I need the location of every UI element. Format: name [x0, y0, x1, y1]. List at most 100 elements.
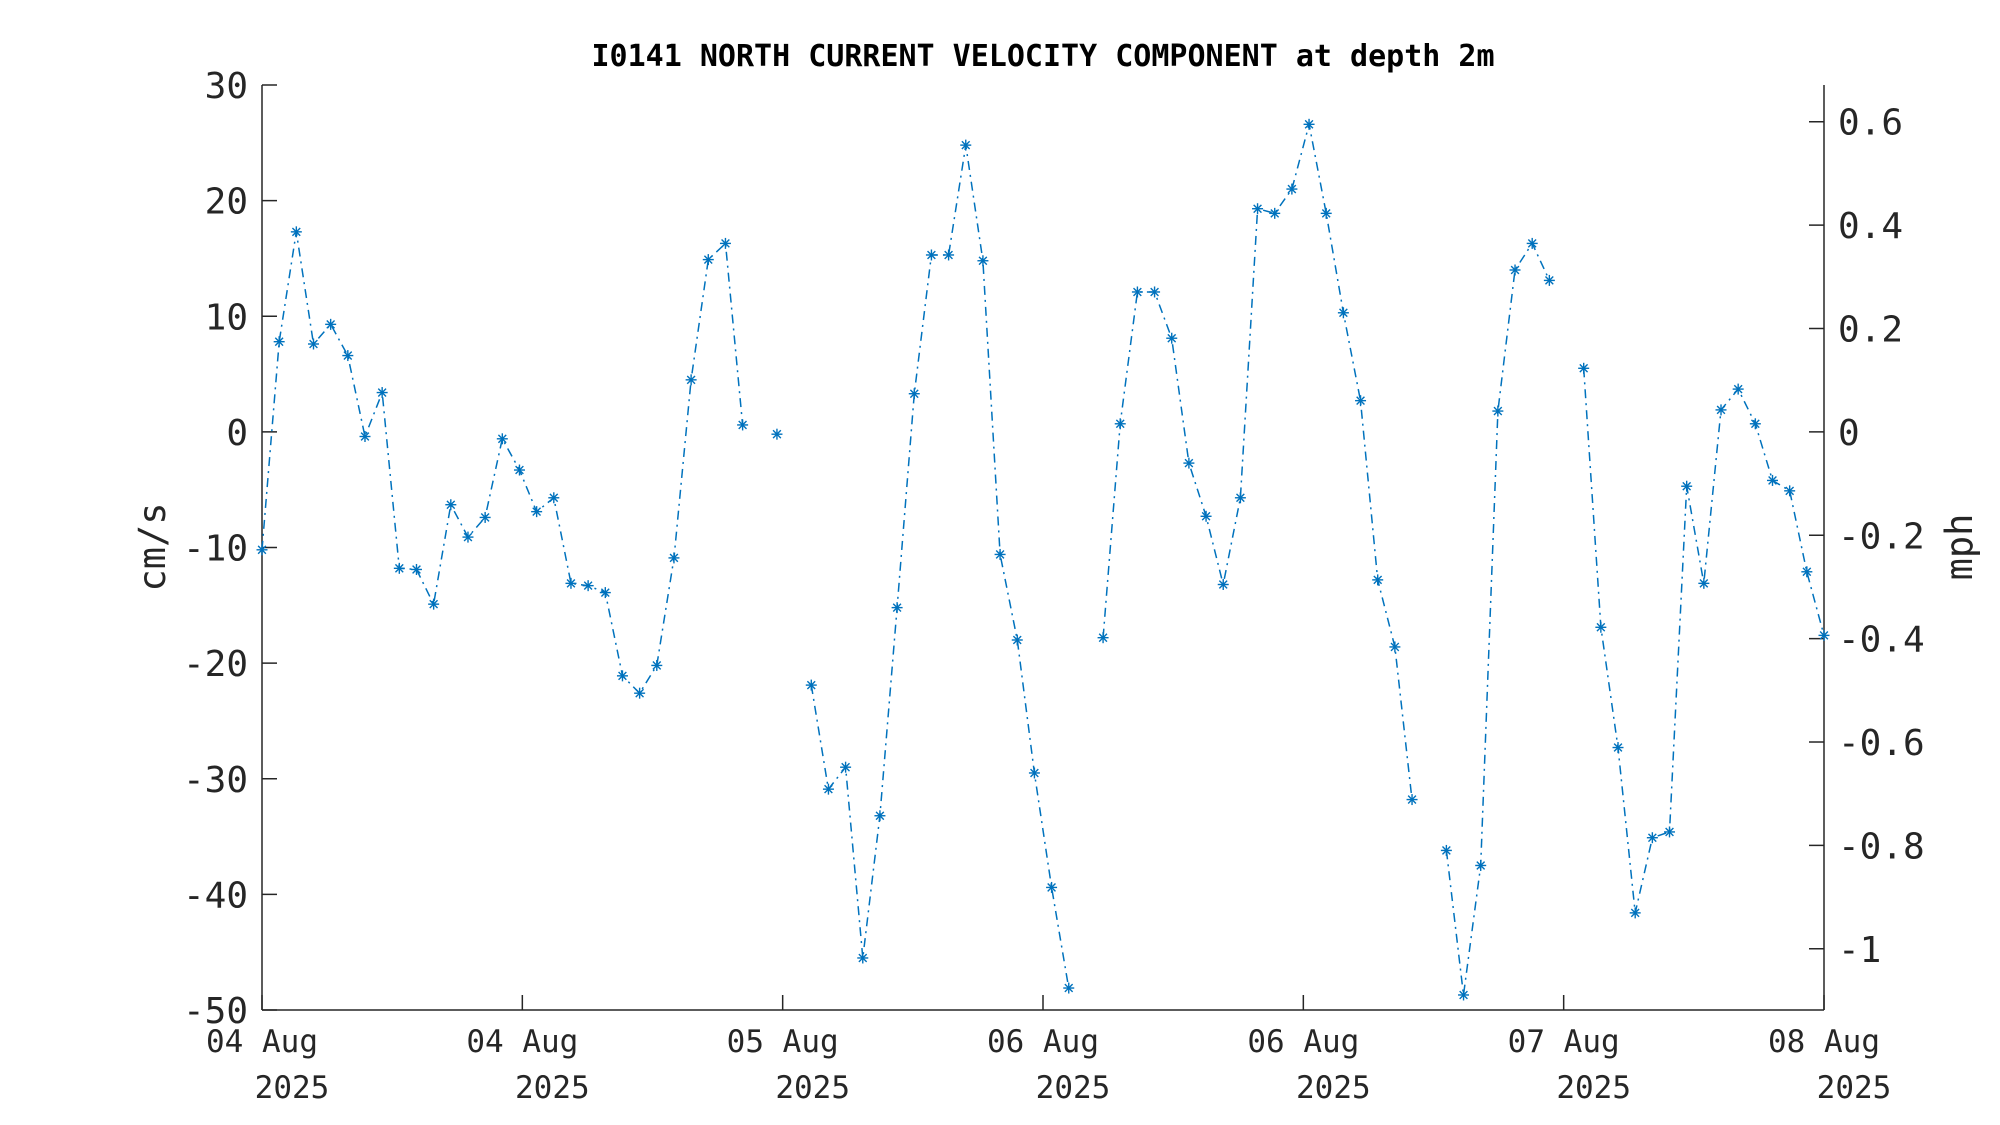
data-point: [1715, 404, 1727, 416]
data-point: [273, 336, 285, 348]
data-point: [702, 254, 714, 266]
data-point: [925, 249, 937, 261]
chart-title: I0141 NORTH CURRENT VELOCITY COMPONENT a…: [591, 39, 1494, 74]
x-ticks: 04 Aug 2025 04 Aug 2025 05 Aug 2025 06 Aug 2025…: [206, 995, 1891, 1106]
data-point: [1440, 844, 1452, 856]
data-point: [1646, 832, 1658, 844]
x-tick-label-year: 2025: [255, 1070, 330, 1106]
y2-tick-label: 0.4: [1838, 206, 1903, 247]
data-point: [891, 602, 903, 614]
y2-tick-label: -0.2: [1838, 516, 1925, 557]
data-point: [410, 563, 422, 575]
data-point: [1303, 118, 1315, 130]
data-point: [599, 587, 611, 599]
y2-axis-label: mph: [1938, 514, 1981, 581]
data-point: [1269, 207, 1281, 219]
x-tick-label-date: 08 Aug: [1768, 1024, 1880, 1060]
y2-tick-label: -0.6: [1838, 723, 1925, 764]
data-point: [616, 670, 628, 682]
data-point: [325, 318, 337, 330]
data-point: [1166, 332, 1178, 344]
data-point: [994, 548, 1006, 560]
data-point: [1732, 383, 1744, 395]
y-tick-label: -40: [183, 875, 248, 916]
data-point: [840, 761, 852, 773]
y2-tick-label: -0.4: [1838, 620, 1925, 661]
x-tick-label-year: 2025: [515, 1070, 590, 1106]
data-point: [1372, 574, 1384, 586]
data-point: [1063, 982, 1075, 994]
data-point: [1629, 907, 1641, 919]
x-tick-label-year: 2025: [775, 1070, 850, 1106]
x-tick-label-date: 04 Aug: [466, 1024, 578, 1060]
x-tick-label-date: 06 Aug: [987, 1024, 1099, 1060]
data-point: [359, 431, 371, 442]
y-ticks: 30 20 10 0 -10 -20 -30 -40 -50: [183, 66, 277, 1032]
data-point: [634, 687, 646, 699]
y2-tick-label: 0.2: [1838, 309, 1903, 350]
data-point: [1801, 566, 1813, 578]
data-point: [1578, 362, 1590, 374]
data-point: [977, 255, 989, 267]
data-point: [342, 350, 354, 362]
data-point: [1784, 485, 1796, 497]
data-point: [719, 237, 731, 249]
x-tick-label-year: 2025: [1817, 1070, 1892, 1106]
axes: [261, 85, 1825, 1011]
data-point: [1046, 881, 1058, 893]
data-point: [1595, 621, 1607, 633]
series-line: [1445, 241, 1551, 996]
data-point: [1183, 457, 1195, 469]
data-point: [548, 492, 560, 504]
y-tick-label: 0: [226, 413, 248, 454]
data-point: [1389, 641, 1401, 653]
data-point: [256, 544, 268, 556]
data-point: [1200, 510, 1212, 522]
data-point: [857, 952, 869, 964]
data-point: [1355, 395, 1367, 407]
y-tick-label: 20: [205, 182, 248, 223]
y-tick-label: 30: [205, 66, 248, 107]
data-point: [565, 577, 577, 589]
data-point: [943, 249, 955, 261]
data-point: [307, 338, 319, 350]
data-point: [1131, 286, 1143, 298]
data-point: [1664, 826, 1676, 838]
y2-tick-label: -1: [1838, 930, 1881, 971]
data-point: [1337, 307, 1349, 319]
y-tick-label: -30: [183, 760, 248, 801]
x-tick-label-year: 2025: [1036, 1070, 1111, 1106]
data-point: [1406, 794, 1418, 806]
data-point: [1612, 742, 1624, 754]
y-tick-label: -10: [183, 529, 248, 570]
data-point: [1286, 183, 1298, 195]
data-point: [582, 580, 594, 592]
data-point: [822, 783, 834, 795]
data-point: [445, 499, 457, 511]
data-point: [513, 464, 525, 476]
data-point: [874, 810, 886, 822]
data-point: [1767, 474, 1779, 486]
data-point: [960, 139, 972, 151]
data-point: [1475, 859, 1487, 871]
series-group: [256, 118, 1830, 1001]
x-tick-label-year: 2025: [1296, 1070, 1371, 1106]
data-point: [1114, 418, 1126, 430]
data-point: [1149, 286, 1161, 298]
x-tick-label-date: 05 Aug: [727, 1024, 839, 1060]
data-point: [1526, 237, 1538, 249]
data-point: [668, 552, 680, 564]
y2-tick-label: -0.8: [1838, 826, 1925, 867]
x-tick-label-date: 06 Aug: [1247, 1024, 1359, 1060]
y2-ticks: 0.6 0.4 0.2 0 -0.2 -0.4 -0.6 -0.8 -1: [1809, 103, 1925, 971]
series-line: [810, 144, 1070, 989]
data-point: [737, 419, 749, 431]
data-point: [428, 598, 440, 610]
data-point: [393, 562, 405, 574]
y-tick-label: -20: [183, 644, 248, 685]
data-point: [1011, 634, 1023, 646]
data-point: [462, 531, 474, 543]
data-point: [376, 387, 388, 399]
y-tick-label: -50: [183, 991, 248, 1032]
